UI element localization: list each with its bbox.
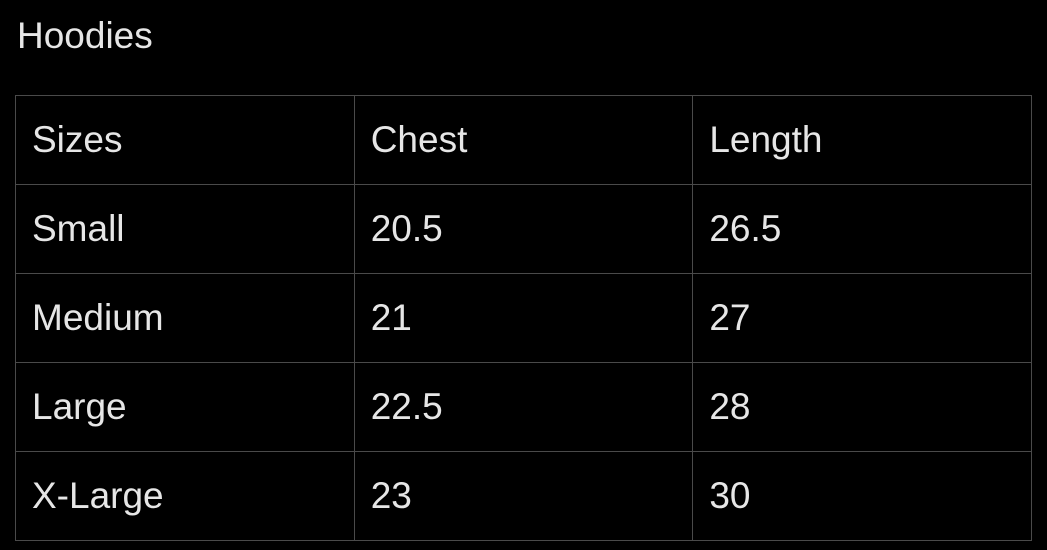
table-header-row: Sizes Chest Length <box>15 95 1032 185</box>
size-chart-table: Sizes Chest Length Small 20.5 26.5 Mediu… <box>15 95 1032 541</box>
table-cell: Large <box>15 362 355 452</box>
header-cell: Length <box>692 95 1032 185</box>
table-cell: 23 <box>353 451 694 541</box>
table-cell: Small <box>15 184 355 274</box>
header-cell: Chest <box>353 95 694 185</box>
table-row: Large 22.5 28 <box>15 362 1032 452</box>
section-title: Hoodies <box>17 15 153 56</box>
table-cell: 30 <box>692 451 1032 541</box>
table-cell: 27 <box>692 273 1032 363</box>
table-row: Medium 21 27 <box>15 273 1032 363</box>
header-cell: Sizes <box>15 95 355 185</box>
table-cell: 20.5 <box>353 184 694 274</box>
table-cell: X-Large <box>15 451 355 541</box>
table-cell: 26.5 <box>692 184 1032 274</box>
table-cell: 28 <box>692 362 1032 452</box>
table-cell: 22.5 <box>353 362 694 452</box>
table-cell: 21 <box>353 273 694 363</box>
table-cell: Medium <box>15 273 355 363</box>
table-row: X-Large 23 30 <box>15 451 1032 541</box>
table-row: Small 20.5 26.5 <box>15 184 1032 274</box>
